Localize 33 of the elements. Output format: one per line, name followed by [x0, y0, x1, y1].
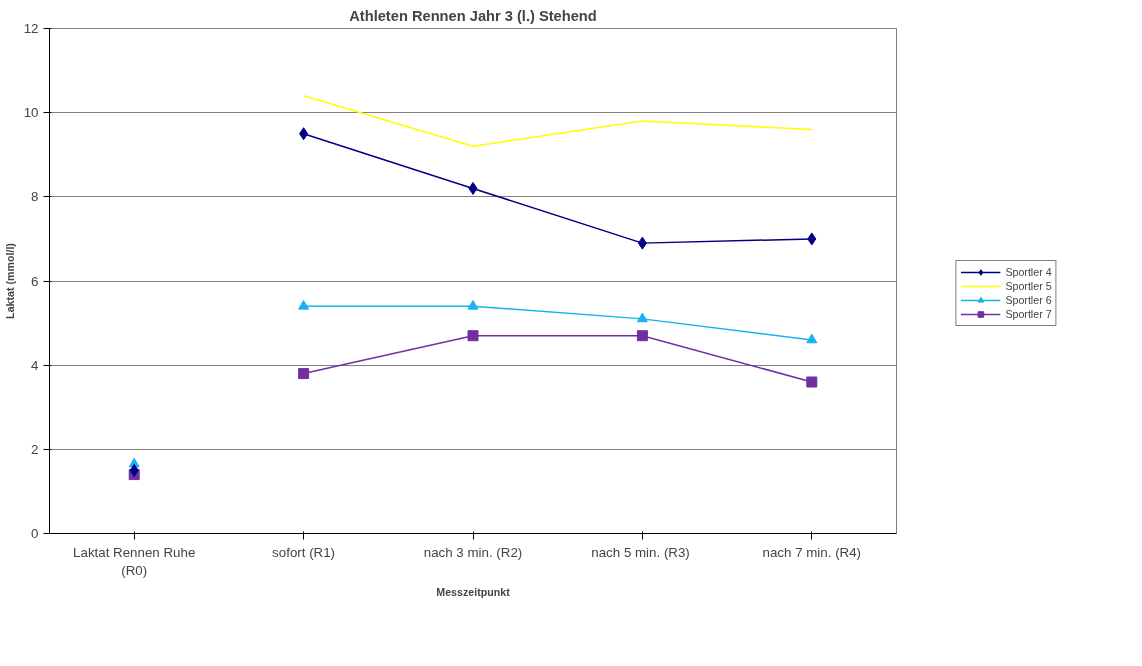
point — [636, 330, 648, 342]
x-tick-label: nach 5 min. (R3) — [591, 544, 690, 560]
legend-label: Sportler 5 — [1005, 280, 1052, 292]
x-tick-label: sofort (R1) — [272, 544, 336, 560]
point — [806, 376, 818, 388]
point — [807, 232, 817, 246]
point — [467, 330, 479, 342]
y-tick-label: 2 — [31, 441, 39, 457]
legend-label: Sportler 7 — [1005, 308, 1052, 320]
y-axis-title: Laktat (mmol/l) — [3, 242, 16, 319]
point — [637, 236, 647, 250]
legend-label: Sportler 4 — [1005, 266, 1052, 278]
x-tick-label: Laktat Rennen Ruhe (R0) — [73, 544, 196, 578]
y-tick-label: 10 — [23, 105, 39, 121]
y-tick-label: 8 — [31, 189, 39, 205]
y-tick-label: 6 — [31, 273, 39, 289]
x-tick-label: nach 7 min. (R4) — [762, 544, 862, 560]
line-series — [302, 95, 813, 148]
legend-label: Sportler 6 — [1005, 294, 1052, 306]
point — [468, 181, 478, 195]
point — [129, 463, 139, 477]
point — [298, 299, 310, 310]
y-tick-label: 12 — [23, 21, 39, 36]
chart-title: Athleten Rennen Jahr 3 (l.) Stehend — [349, 7, 597, 24]
y-tick-label: 4 — [31, 357, 40, 373]
x-axis-title: Messzeitpunkt — [436, 585, 511, 598]
x-tick-label: nach 3 min. (R2) — [423, 544, 523, 560]
point — [636, 312, 648, 323]
point — [298, 368, 310, 380]
point — [806, 333, 818, 344]
y-tick-label: 0 — [31, 526, 39, 541]
point — [299, 127, 309, 141]
point — [467, 299, 479, 310]
